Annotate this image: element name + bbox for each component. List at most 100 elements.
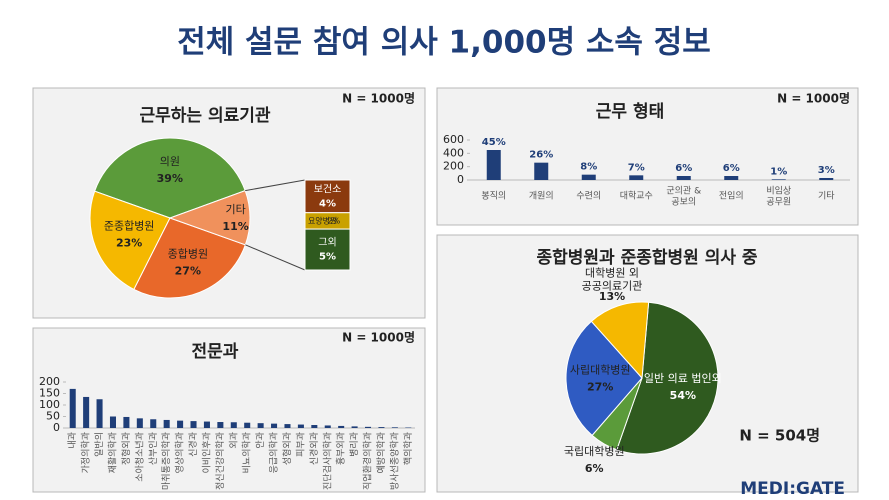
slice-label: 국립대학병원: [564, 445, 625, 458]
detail-segment: [304, 228, 351, 271]
x-tick-label: 산부인과: [148, 432, 159, 465]
bar: [819, 178, 834, 180]
bar: [244, 422, 251, 428]
pie-slice: [93, 137, 246, 219]
x-tick-label: 피부과: [295, 432, 306, 457]
x-tick-label: 마취통증의학과: [161, 432, 172, 490]
page-title: 전체 설문 참여 의사 1,000명 소속 정보: [177, 25, 711, 61]
bar: [190, 421, 197, 428]
value-label: 26%: [529, 150, 553, 161]
y-tick-label: 200: [443, 160, 464, 173]
x-tick-label: 신경외과: [308, 432, 320, 465]
x-tick-label: 진단검사의학과: [321, 432, 333, 490]
y-tick-label: 400: [443, 146, 464, 159]
detail-label: 그외: [318, 237, 336, 249]
pie-slice: [565, 320, 643, 437]
bar: [311, 425, 318, 428]
bar: [257, 423, 264, 428]
x-tick-label: 내과: [67, 432, 78, 449]
value-label: 6%: [723, 163, 740, 174]
x-tick-label: 가정의학과: [81, 432, 92, 473]
x-tick-label: 신경과: [187, 432, 199, 457]
chart-title: 전문과: [192, 342, 239, 362]
bar: [676, 176, 691, 180]
detail-segment: [304, 179, 351, 214]
bar: [724, 176, 739, 180]
y-tick-label: 0: [457, 173, 464, 186]
slice-value: 27%: [587, 380, 613, 393]
bar: [364, 426, 372, 428]
slice-value: 6%: [585, 462, 604, 475]
bar: [351, 426, 358, 428]
detail-value: 4%: [319, 198, 336, 209]
x-tick-label: 재활의학과: [106, 432, 118, 473]
slice-value: 54%: [670, 389, 696, 402]
annotation: N = 1000명: [342, 92, 415, 106]
value-label: 45%: [482, 137, 506, 148]
x-tick-label: 비뇨의학과: [242, 432, 253, 473]
bar: [136, 418, 143, 428]
x-tick-label: 안과: [255, 432, 266, 449]
x-tick-label: 기타: [818, 191, 835, 202]
x-tick-label: 예방의학과: [376, 432, 387, 473]
x-tick-label: 봉직의: [481, 191, 506, 202]
bar: [338, 425, 345, 428]
x-tick-label: 소아청소년과: [134, 432, 145, 482]
y-tick-label: 150: [39, 387, 60, 400]
bar: [534, 162, 549, 180]
x-tick-label: 개원의: [529, 191, 554, 202]
slice-label: 기타: [225, 203, 245, 216]
x-tick-label: 흉부외과: [335, 432, 347, 465]
bar: [203, 421, 210, 428]
bar: [284, 424, 291, 428]
bar: [629, 175, 644, 180]
slice-value: 39%: [157, 172, 183, 185]
y-tick-label: 0: [53, 421, 60, 434]
bar: [96, 399, 103, 428]
annotation: N = 1000명: [777, 92, 850, 106]
bar: [163, 419, 170, 428]
x-tick-label: 직업환경의학과: [362, 432, 374, 490]
pie-slice: [89, 190, 171, 291]
y-tick-label: 100: [39, 398, 60, 411]
x-tick-label: 수련의: [576, 191, 601, 202]
detail-value: 2%: [328, 216, 341, 225]
x-tick-label: 일반의: [94, 432, 105, 457]
y-tick-label: 50: [46, 410, 60, 423]
bar: [271, 423, 278, 428]
bar: [150, 419, 157, 428]
slice-label: 일반 의료 법인외: [644, 371, 722, 385]
x-tick-label: 영상의학과: [175, 432, 186, 473]
x-tick-label: 성형외과: [281, 432, 293, 465]
bar: [378, 427, 385, 428]
slice-label: 대학병원 외 공공의료기관: [582, 266, 643, 292]
pie-slice: [133, 217, 247, 299]
panel: [436, 87, 859, 226]
x-tick-label: 군의관 & 공보의: [666, 185, 701, 207]
annotation: N = 1000명: [342, 331, 415, 345]
bar: [581, 174, 596, 180]
x-tick-label: 비임상 공무원: [766, 184, 791, 207]
y-tick-label: 600: [443, 133, 464, 146]
value-label: 3%: [818, 165, 835, 176]
bar: [109, 416, 117, 428]
bar: [69, 388, 76, 428]
bar: [217, 422, 224, 428]
x-tick-label: 전임의: [719, 190, 744, 202]
slice-label: 준종합병원: [104, 219, 155, 232]
x-tick-label: 정신건강의학과: [215, 432, 226, 490]
slice-value: 13%: [599, 290, 625, 303]
y-tick-label: 200: [39, 375, 60, 388]
slice-value: 11%: [222, 220, 248, 233]
value-label: 6%: [675, 163, 692, 174]
pie-slice: [616, 301, 719, 455]
slice-label: 종합병원: [168, 248, 208, 261]
bar: [297, 424, 304, 428]
slice-value: 23%: [116, 236, 142, 249]
detail-label: 요양병원: [308, 216, 337, 225]
bar: [391, 427, 398, 428]
chart-title: 근무 형태: [596, 101, 664, 122]
bar: [771, 179, 786, 180]
connector: [245, 244, 306, 271]
